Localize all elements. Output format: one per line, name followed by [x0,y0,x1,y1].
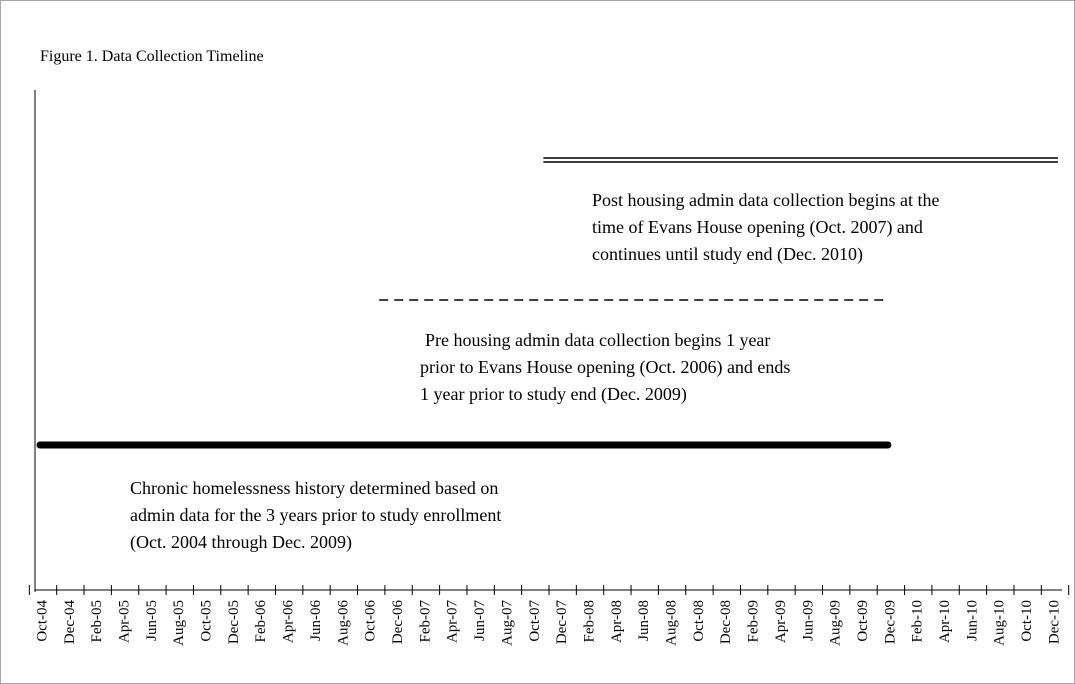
annotation: 1 year prior to study end (Dec. 2009) [420,384,687,405]
x-tick-label: Jun-05 [144,600,160,641]
x-tick-label: Oct-06 [363,600,379,642]
x-tick-label: Dec-05 [226,600,242,644]
chart-title: Figure 1. Data Collection Timeline [40,48,264,65]
annotation: Chronic homelessness history determined … [130,478,498,498]
x-tick-label: Feb-10 [910,600,926,643]
x-tick-label: Oct-05 [199,600,215,642]
x-tick-label: Aug-10 [992,600,1008,646]
x-tick-label: Apr-10 [937,600,953,643]
x-tick-label: Jun-08 [636,600,652,641]
x-tick-label: Dec-06 [390,600,406,645]
x-tick-label: Apr-06 [281,600,297,644]
x-tick-label: Feb-08 [581,600,597,643]
x-tick-label: Jun-09 [800,600,816,641]
x-tick-label: Apr-05 [116,600,132,643]
annotation: time of Evans House opening (Oct. 2007) … [592,217,923,238]
x-tick-label: Oct-04 [34,600,50,642]
x-tick-label: Apr-09 [773,600,789,643]
annotation: admin data for the 3 years prior to stud… [130,505,501,525]
annotation: (Oct. 2004 through Dec. 2009) [130,532,352,553]
annotation: continues until study end (Dec. 2010) [592,244,863,265]
x-tick-label: Aug-06 [335,600,351,646]
x-tick-label: Aug-05 [171,600,187,646]
x-tick-label: Apr-08 [609,600,625,643]
x-tick-label: Feb-06 [253,600,269,643]
x-tick-label: Apr-07 [445,600,461,644]
x-tick-label: Oct-09 [855,600,871,642]
x-tick-label: Aug-09 [828,600,844,646]
x-tick-label: Dec-04 [62,600,78,645]
annotation: Pre housing admin data collection begins… [425,330,770,350]
x-tick-label: Oct-07 [527,600,543,642]
x-tick-label: Feb-09 [746,600,762,643]
x-tick-label: Feb-07 [417,600,433,643]
x-tick-label: Dec-08 [718,600,734,644]
x-tick-label: Dec-09 [882,600,898,644]
x-tick-label: Feb-05 [89,600,105,643]
x-tick-label: Aug-08 [664,600,680,646]
x-tick-label: Jun-07 [472,600,488,641]
annotation: Post housing admin data collection begin… [592,190,939,210]
x-tick-label: Dec-10 [1046,600,1062,644]
x-tick-label: Aug-07 [499,600,515,646]
x-tick-label: Jun-06 [308,600,324,641]
x-tick-label: Oct-08 [691,600,707,642]
x-tick-label: Oct-10 [1019,600,1035,642]
annotation: prior to Evans House opening (Oct. 2006)… [420,357,790,378]
x-tick-label: Jun-10 [964,600,980,641]
x-tick-label: Dec-07 [554,600,570,645]
